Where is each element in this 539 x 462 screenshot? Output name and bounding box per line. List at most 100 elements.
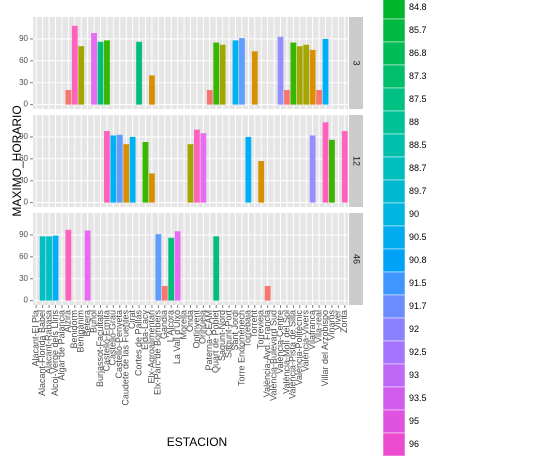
y-tick-label: 60 — [19, 252, 28, 261]
bar — [174, 231, 181, 301]
bar — [309, 135, 316, 203]
x-tick-label: Cirat — [127, 310, 137, 330]
legend-key — [382, 409, 406, 434]
facet-label: 3 — [352, 60, 362, 65]
x-tick-label: València-Molí del Sol — [281, 310, 291, 394]
x-tick-label: Sagunt-Port — [223, 310, 233, 359]
bar — [136, 41, 142, 105]
legend-label: 87.5 — [409, 94, 427, 104]
x-tick-label: L'Alcora — [166, 310, 176, 342]
bar — [329, 139, 335, 203]
bar — [129, 136, 136, 203]
bar — [232, 40, 239, 105]
x-tick-label: València-Avd. Francia — [262, 310, 272, 397]
x-tick-label: Torrevieja — [256, 310, 266, 349]
facet-label: 46 — [352, 254, 362, 264]
bar — [155, 234, 162, 301]
bar — [284, 90, 290, 105]
legend-key — [382, 432, 406, 457]
bar — [149, 75, 155, 105]
bar — [251, 51, 258, 105]
bar — [258, 161, 265, 203]
x-tick-label: Onda — [185, 310, 195, 332]
bar — [296, 46, 303, 105]
x-tick-label: Morella — [178, 310, 188, 340]
x-tick-label: Alacant-Rabasa — [43, 310, 53, 374]
bar — [65, 90, 72, 105]
x-tick-label: Alcoi-Verge dels Lliris — [50, 310, 60, 397]
legend-label: 88.7 — [409, 163, 427, 173]
x-tick-label: Villar del Arzobispo — [320, 310, 330, 386]
bar — [264, 286, 271, 301]
x-tick-label: La Vall d'Uixó — [172, 310, 182, 364]
x-tick-label: Buñol — [88, 310, 98, 333]
bar — [78, 46, 85, 105]
legend-key — [382, 294, 406, 319]
x-tick-label: Cortes de Pallás — [133, 310, 143, 377]
legend-key — [382, 225, 406, 250]
legend-key — [382, 156, 406, 181]
y-tick-label: 90 — [19, 34, 28, 43]
bar — [187, 144, 194, 203]
x-tick-label: Vinaròs — [326, 310, 336, 341]
x-tick-label: Alacant-El Pla — [31, 310, 41, 367]
bar — [39, 236, 46, 301]
legend-key — [382, 271, 406, 296]
legend-key — [382, 41, 406, 66]
y-axis-title: MAXIMO_HORARIO — [10, 105, 24, 216]
bar — [116, 134, 123, 203]
x-tick-label: Torre Endoménech — [236, 310, 246, 386]
y-tick-label: 0 — [24, 296, 29, 305]
x-tick-label: Castelló-Grau — [108, 310, 118, 366]
legend-label: 90 — [409, 209, 419, 219]
x-tick-label: Gandia — [159, 310, 169, 339]
bar — [303, 44, 310, 105]
legend-key — [382, 340, 406, 365]
bar — [65, 229, 72, 301]
legend-key — [382, 386, 406, 411]
x-tick-label: Torrebaja — [243, 310, 253, 348]
x-tick-label: Caudete de las Fuentes — [121, 310, 131, 406]
legend-key — [382, 87, 406, 112]
x-tick-label: Alzira — [63, 310, 73, 333]
facet-strip — [349, 17, 363, 109]
x-tick-label: Vilafranca — [307, 310, 317, 350]
bar — [142, 142, 149, 203]
facet-strip — [349, 115, 363, 207]
x-tick-label: València-Vivers — [301, 310, 311, 372]
bar — [149, 173, 155, 203]
bar — [123, 144, 130, 203]
facet-strip — [349, 213, 363, 305]
legend-label: 88 — [409, 117, 419, 127]
legend-label: 88.5 — [409, 140, 427, 150]
legend-key — [382, 179, 406, 204]
bar — [110, 135, 117, 203]
legend-key — [382, 133, 406, 158]
legend-label: 93 — [409, 370, 419, 380]
bar — [161, 286, 168, 301]
legend-label: 87.3 — [409, 71, 427, 81]
y-tick-label: 90 — [19, 132, 28, 141]
x-tick-label: Castelló-Ermita — [101, 310, 111, 372]
legend-key — [382, 0, 406, 20]
x-tick-label: València-Pista de Silla — [288, 310, 298, 399]
bar — [277, 36, 284, 105]
x-tick-label: Benidorm — [69, 310, 79, 349]
legend-label: 91.5 — [409, 278, 427, 288]
x-tick-label: València-Politècnic — [294, 310, 304, 386]
y-tick-label: 30 — [19, 274, 28, 283]
legend-key — [382, 202, 406, 227]
bar — [341, 131, 348, 203]
x-tick-label: Sant Jordi — [230, 310, 240, 351]
y-tick-label: 60 — [19, 56, 28, 65]
legend-label: 95 — [409, 416, 419, 426]
legend-key — [382, 248, 406, 273]
legend-key — [382, 64, 406, 89]
bar — [245, 136, 252, 203]
x-tick-label: Viver — [333, 310, 343, 330]
bar — [194, 129, 200, 203]
x-tick-label: Torrent — [249, 310, 259, 339]
x-tick-label: Elx-Parc de Bombers — [153, 310, 163, 396]
y-tick-label: 0 — [24, 198, 29, 207]
